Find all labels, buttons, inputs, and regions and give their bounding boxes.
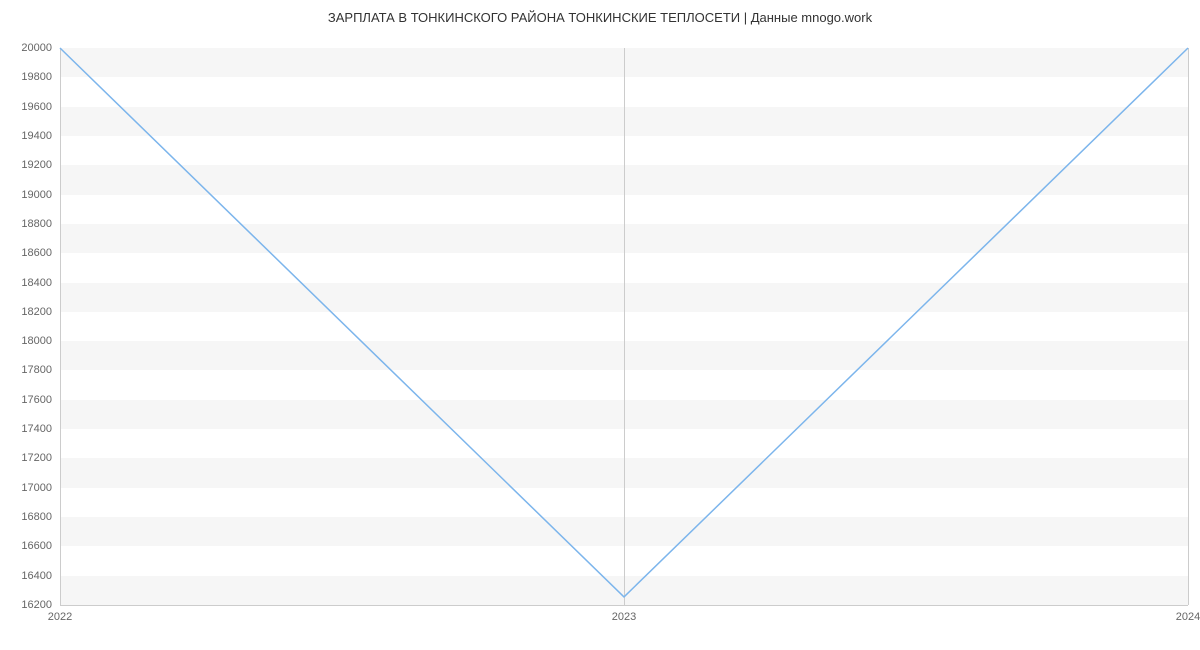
x-axis-line xyxy=(60,605,1188,606)
series-layer xyxy=(60,48,1188,605)
y-tick-label: 17800 xyxy=(21,364,60,376)
y-tick-label: 17400 xyxy=(21,423,60,435)
y-tick-label: 16400 xyxy=(21,570,60,582)
y-tick-label: 19000 xyxy=(21,189,60,201)
y-tick-label: 19800 xyxy=(21,71,60,83)
x-gridline xyxy=(1188,48,1189,605)
y-tick-label: 19600 xyxy=(21,101,60,113)
chart-title: ЗАРПЛАТА В ТОНКИНСКОГО РАЙОНА ТОНКИНСКИЕ… xyxy=(0,10,1200,25)
y-tick-label: 18600 xyxy=(21,247,60,259)
x-tick-label: 2022 xyxy=(48,605,72,623)
y-tick-label: 18800 xyxy=(21,218,60,230)
y-tick-label: 17200 xyxy=(21,452,60,464)
y-tick-label: 17000 xyxy=(21,482,60,494)
y-tick-label: 18400 xyxy=(21,277,60,289)
y-tick-label: 17600 xyxy=(21,394,60,406)
y-tick-label: 18200 xyxy=(21,306,60,318)
x-tick-label: 2023 xyxy=(612,605,636,623)
salary-chart: ЗАРПЛАТА В ТОНКИНСКОГО РАЙОНА ТОНКИНСКИЕ… xyxy=(0,0,1200,650)
y-tick-label: 16800 xyxy=(21,511,60,523)
x-tick-label: 2024 xyxy=(1176,605,1200,623)
y-tick-label: 19400 xyxy=(21,130,60,142)
y-tick-label: 18000 xyxy=(21,335,60,347)
plot-area: 1620016400166001680017000172001740017600… xyxy=(60,48,1188,605)
y-tick-label: 19200 xyxy=(21,159,60,171)
line-series-salary xyxy=(60,48,1188,597)
y-tick-label: 20000 xyxy=(21,42,60,54)
y-tick-label: 16600 xyxy=(21,540,60,552)
